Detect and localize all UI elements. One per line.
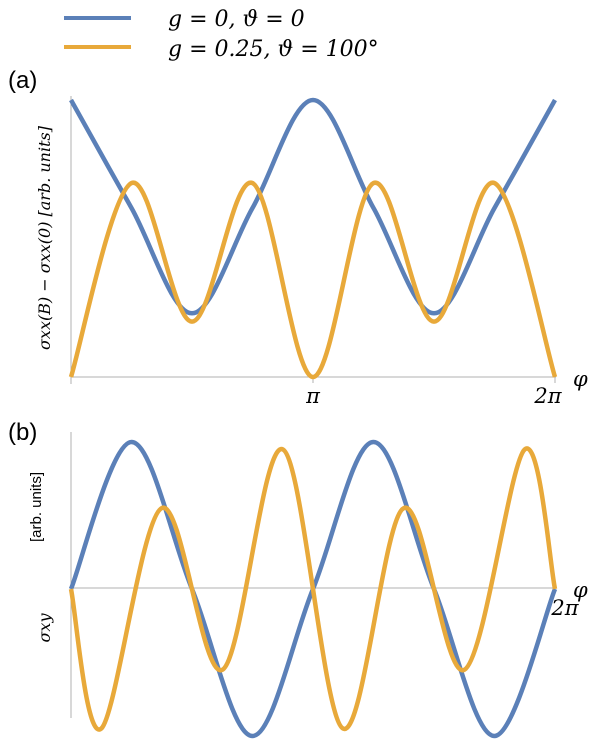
panel-a-xlabel: φ (573, 367, 588, 391)
panel-a-label: (a) (8, 67, 37, 94)
panel-a-series-orange (68, 180, 558, 380)
panel-a-xtick-2pi: 2π (533, 384, 562, 408)
panel-a-series-blue (69, 97, 557, 316)
panel-a-xtick-pi: π (305, 384, 321, 408)
panel-b-label: (b) (8, 419, 37, 446)
legend-label-1: g = 0, ϑ = 0 (168, 7, 305, 32)
panel-a-ylabel: σxx(B) − σxx(0) [arb. units] (35, 125, 54, 350)
panel-b-series-orange (68, 446, 558, 732)
panel-b-xlabel: φ (573, 578, 588, 602)
legend-label-2: g = 0.25, ϑ = 100° (168, 37, 379, 62)
panel-b-ylabel-unit: [arb. units] (28, 472, 45, 542)
panel-b: (b) [arb. units] σxy 2π φ (8, 419, 588, 739)
panel-a: (a) σxx(B) − σxx(0) [arb. units] π 2π φ (8, 67, 588, 408)
legend: g = 0, ϑ = 0 g = 0.25, ϑ = 100° (64, 7, 379, 62)
panel-b-ylabel-symbol: σxy (35, 613, 54, 643)
panel-b-xtick-2pi: 2π (550, 596, 579, 620)
